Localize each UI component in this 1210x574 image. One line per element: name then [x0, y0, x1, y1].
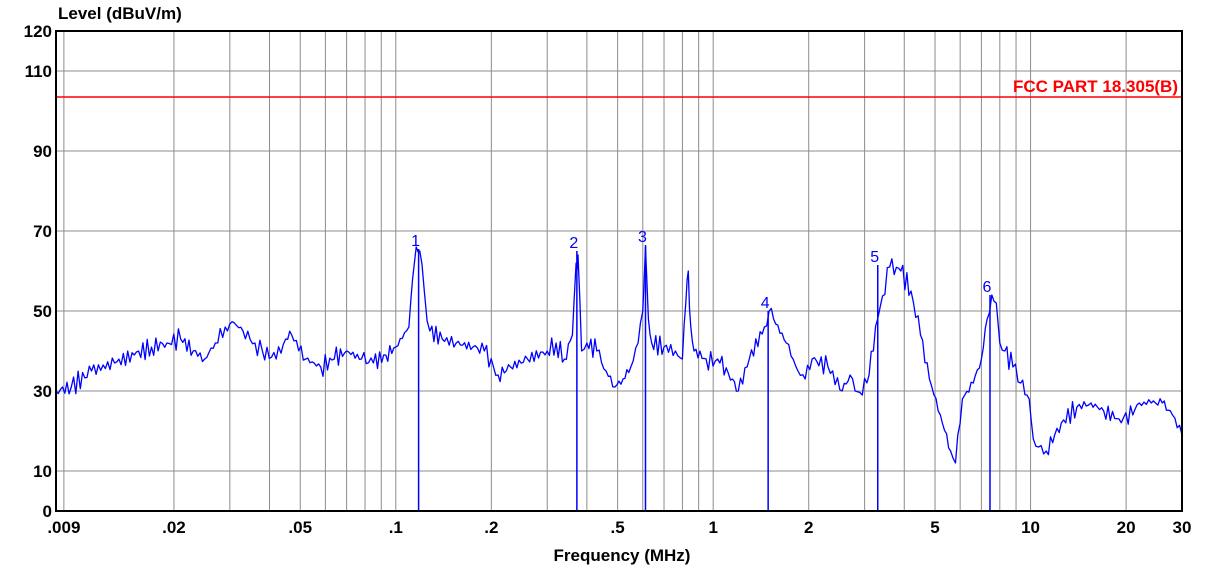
y-axis-title: Level (dBuV/m): [58, 4, 182, 23]
grid-lines: [56, 31, 1182, 511]
x-tick-label: .2: [484, 518, 498, 537]
plot-frame: [55, 30, 1183, 512]
y-tick-label: 0: [43, 502, 52, 521]
marker-label: 1: [411, 233, 420, 250]
x-tick-label: 20: [1117, 518, 1136, 537]
marker-label: 6: [983, 279, 992, 296]
emission-trace: [55, 246, 1183, 464]
marker-label: 4: [761, 295, 770, 312]
marker-group: 1 2 3 4 5 6: [411, 229, 992, 511]
marker-label: 2: [569, 235, 578, 252]
trace-group: [55, 246, 1183, 464]
limit-line-label: FCC PART 18.305(B): [1013, 77, 1178, 96]
y-tick-labels: 0 10 30 50 70 90 110 120: [24, 22, 52, 521]
x-tick-labels: .009 .02 .05 .1 .2 .5 1 2 5 10 20 30: [47, 518, 1191, 537]
x-tick-label: 2: [804, 518, 813, 537]
x-tick-label: .05: [288, 518, 312, 537]
x-tick-label: .02: [162, 518, 186, 537]
y-tick-label: 10: [33, 462, 52, 481]
x-tick-label: .1: [389, 518, 403, 537]
y-tick-label: 70: [33, 222, 52, 241]
marker-label: 5: [870, 249, 879, 266]
x-tick-label: 30: [1173, 518, 1192, 537]
x-tick-label: 10: [1021, 518, 1040, 537]
limit-line-group: FCC PART 18.305(B): [56, 77, 1182, 98]
y-tick-label: 90: [33, 142, 52, 161]
x-tick-label: 1: [708, 518, 717, 537]
marker-label: 3: [638, 229, 647, 246]
x-tick-label: .5: [611, 518, 625, 537]
x-tick-label: .009: [47, 518, 80, 537]
x-axis-title: Frequency (MHz): [554, 546, 691, 565]
y-tick-label: 50: [33, 302, 52, 321]
y-tick-label: 120: [24, 22, 52, 41]
x-tick-label: 5: [930, 518, 939, 537]
y-tick-label: 30: [33, 382, 52, 401]
y-tick-label: 110: [25, 62, 52, 81]
